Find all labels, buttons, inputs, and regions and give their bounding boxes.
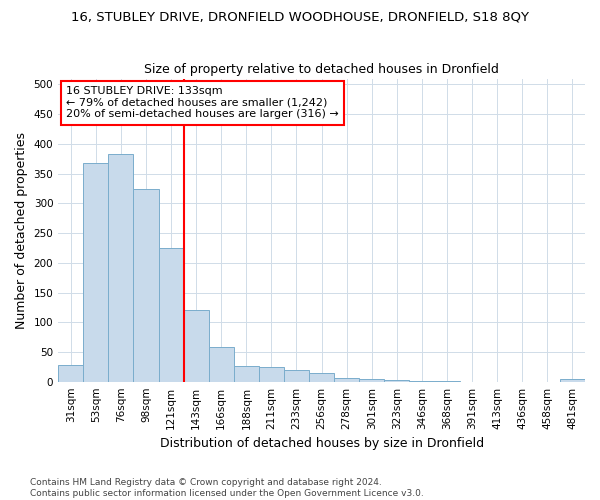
Text: Contains HM Land Registry data © Crown copyright and database right 2024.
Contai: Contains HM Land Registry data © Crown c…	[30, 478, 424, 498]
Bar	[284, 370, 309, 382]
Bar	[259, 367, 284, 382]
Y-axis label: Number of detached properties: Number of detached properties	[15, 132, 28, 328]
Title: Size of property relative to detached houses in Dronfield: Size of property relative to detached ho…	[144, 63, 499, 76]
X-axis label: Distribution of detached houses by size in Dronfield: Distribution of detached houses by size …	[160, 437, 484, 450]
Text: 16, STUBLEY DRIVE, DRONFIELD WOODHOUSE, DRONFIELD, S18 8QY: 16, STUBLEY DRIVE, DRONFIELD WOODHOUSE, …	[71, 10, 529, 23]
Bar	[83, 163, 109, 382]
Bar	[560, 380, 585, 382]
Bar	[234, 366, 259, 382]
Bar	[359, 378, 385, 382]
Bar	[158, 248, 184, 382]
Bar	[334, 378, 359, 382]
Bar	[58, 365, 83, 382]
Bar	[434, 381, 460, 382]
Bar	[109, 154, 133, 382]
Bar	[309, 373, 334, 382]
Text: 16 STUBLEY DRIVE: 133sqm
← 79% of detached houses are smaller (1,242)
20% of sem: 16 STUBLEY DRIVE: 133sqm ← 79% of detach…	[66, 86, 339, 120]
Bar	[184, 310, 209, 382]
Bar	[133, 188, 158, 382]
Bar	[209, 347, 234, 382]
Bar	[385, 380, 409, 382]
Bar	[409, 381, 434, 382]
